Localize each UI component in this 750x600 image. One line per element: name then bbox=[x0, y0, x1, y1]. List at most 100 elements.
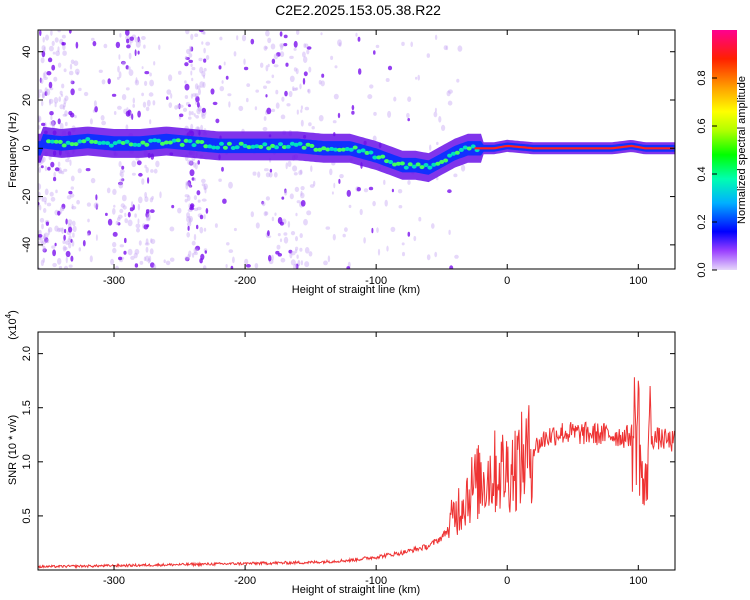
noise-speck bbox=[62, 113, 67, 117]
noise-speck bbox=[147, 177, 150, 184]
noise-speck bbox=[429, 144, 432, 151]
noise-speck bbox=[43, 208, 47, 213]
x-tick-label: 0 bbox=[504, 275, 510, 287]
colorbar-tick-label: 0.2 bbox=[696, 214, 708, 229]
noise-speck bbox=[86, 232, 90, 237]
noise-speck bbox=[391, 188, 394, 193]
noise-speck bbox=[461, 164, 466, 172]
noise-speck bbox=[152, 100, 156, 106]
noise-speck bbox=[38, 183, 42, 190]
ridge-blob bbox=[85, 137, 91, 142]
ridge-blob bbox=[321, 146, 327, 151]
noise-speck bbox=[46, 71, 52, 76]
ridge-blob bbox=[207, 144, 213, 149]
noise-speck bbox=[447, 89, 453, 94]
noise-speck bbox=[53, 76, 58, 82]
noise-speck bbox=[297, 259, 301, 267]
snr-plot-area bbox=[38, 332, 675, 570]
noise-speck bbox=[144, 196, 149, 203]
noise-speck bbox=[83, 91, 89, 97]
noise-speck bbox=[64, 228, 67, 234]
noise-speck bbox=[101, 79, 106, 85]
ridge-blob bbox=[317, 147, 323, 152]
noise-speck bbox=[174, 105, 178, 110]
noise-speck bbox=[116, 217, 121, 221]
ridge-blob bbox=[462, 145, 468, 150]
noise-speck bbox=[141, 66, 144, 70]
noise-speck bbox=[118, 71, 122, 79]
noise-speck bbox=[346, 266, 351, 269]
noise-speck bbox=[197, 199, 201, 203]
noise-speck bbox=[92, 40, 97, 47]
noise-speck bbox=[228, 249, 234, 254]
noise-speck bbox=[71, 203, 74, 210]
ridge-blob bbox=[49, 139, 55, 144]
noise-speck bbox=[53, 176, 57, 182]
noise-speck bbox=[123, 250, 127, 255]
noise-speck bbox=[203, 47, 206, 54]
noise-speck bbox=[38, 115, 42, 123]
noise-speck bbox=[277, 253, 282, 257]
noise-speck bbox=[53, 97, 59, 104]
ridge-blob bbox=[435, 161, 441, 166]
ridge-blob bbox=[187, 139, 193, 144]
noise-speck bbox=[196, 85, 201, 90]
noise-speck bbox=[118, 256, 123, 261]
noise-speck bbox=[302, 77, 306, 85]
noise-speck bbox=[145, 217, 151, 222]
noise-speck bbox=[49, 120, 55, 127]
noise-speck bbox=[68, 30, 72, 34]
noise-speck bbox=[330, 55, 334, 61]
noise-speck bbox=[188, 110, 192, 116]
y-tick-label: 0.5 bbox=[21, 508, 33, 523]
noise-speck bbox=[111, 93, 117, 97]
noise-speck bbox=[308, 66, 312, 73]
chart-title: C2E2.2025.153.05.38.R22 bbox=[275, 2, 441, 18]
noise-speck bbox=[250, 211, 254, 218]
noise-speck bbox=[199, 214, 204, 220]
noise-speck bbox=[402, 251, 405, 257]
noise-speck bbox=[401, 41, 405, 47]
colorbar-tick-label: 0.4 bbox=[696, 166, 708, 181]
noise-speck bbox=[145, 255, 150, 262]
noise-speck bbox=[44, 200, 47, 205]
noise-speck bbox=[61, 227, 64, 234]
ridge-blob bbox=[250, 144, 256, 149]
noise-speck bbox=[199, 258, 203, 264]
noise-speck bbox=[119, 244, 125, 248]
noise-speck bbox=[85, 168, 91, 172]
noise-speck bbox=[290, 231, 296, 236]
noise-speck bbox=[296, 254, 299, 259]
noise-speck bbox=[38, 166, 42, 173]
noise-speck bbox=[201, 70, 206, 77]
noise-speck bbox=[65, 240, 70, 245]
ridge-peak-line bbox=[474, 144, 674, 150]
noise-speck bbox=[205, 41, 211, 46]
noise-speck bbox=[125, 110, 131, 117]
noise-speck bbox=[125, 124, 129, 131]
noise-speck bbox=[178, 103, 181, 110]
noise-speck bbox=[168, 102, 173, 108]
noise-speck bbox=[119, 172, 122, 176]
colorbar-tick-label: 0.6 bbox=[696, 118, 708, 133]
noise-speck bbox=[100, 115, 105, 121]
noise-speck bbox=[333, 93, 339, 100]
noise-speck bbox=[197, 160, 200, 165]
spectrogram-y-label: Frequency (Hz) bbox=[7, 112, 19, 188]
noise-speck bbox=[41, 45, 46, 51]
noise-speck bbox=[434, 251, 438, 258]
noise-speck bbox=[149, 248, 154, 255]
noise-speck bbox=[303, 71, 308, 77]
noise-speck bbox=[65, 158, 70, 163]
noise-speck bbox=[226, 242, 230, 246]
noise-speck bbox=[68, 70, 74, 76]
noise-speck bbox=[43, 46, 46, 53]
noise-speck bbox=[363, 237, 366, 244]
colorbar-tick-label: 0.8 bbox=[696, 70, 708, 85]
noise-speck bbox=[198, 57, 203, 62]
noise-speck bbox=[327, 255, 331, 263]
noise-speck bbox=[227, 93, 232, 97]
noise-speck bbox=[38, 125, 41, 130]
x-tick-label: 100 bbox=[629, 575, 647, 587]
noise-speck bbox=[245, 264, 251, 268]
